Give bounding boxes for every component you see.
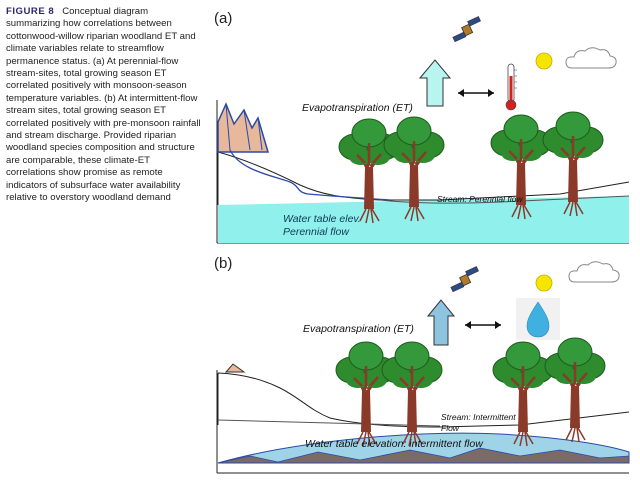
cloud-icon-a [565,47,617,69]
panel-a-label: (a) [214,10,232,27]
satellite-icon-b [450,266,479,293]
cloud-icon-b [568,261,620,283]
tree-icon-b4 [543,336,607,444]
caption-text: Conceptual diagram summarizing how corre… [6,6,201,204]
tree-icon-b1 [334,340,398,448]
satellite-icon-a [452,16,481,43]
stream-label-b2: Flow [441,423,460,433]
water-label-a1: Water table elev. [283,213,361,225]
water-label-b: Water table elevation: intermittent flow [305,438,484,450]
stream-label-b1: Stream: Intermittent [441,412,516,422]
bedrock-b [217,447,630,464]
mountain-icon-b [224,363,246,373]
sun-icon-b [535,274,553,292]
et-label-b: Evapotranspiration (ET) [303,323,414,335]
double-arrow-icon-b [465,321,501,329]
ground-surface-a [217,151,630,201]
panel-b: (b) Evapotranspiration (ET) Stream: Inte… [214,255,630,474]
panel-b-label: (b) [214,255,232,272]
up-arrow-icon-b [426,299,456,346]
panel-a: (a) Evapotranspiration (ET) Stream: Pere… [214,10,630,244]
water-label-a2: Perennial flow [283,226,350,238]
up-arrow-icon-a [418,59,452,107]
thermometer-icon-a [505,63,517,111]
double-arrow-icon-a [458,89,494,97]
et-label-a: Evapotranspiration (ET) [302,102,413,114]
mountain-icon-a [217,102,270,153]
stream-label-a: Stream: Perennial flow [437,194,523,204]
tree-icon-b2 [380,340,444,448]
stream-channel-a [229,149,391,201]
raindrop-icon-b [516,298,560,340]
figure-label: FIGURE 8 [6,6,55,17]
figure-caption: FIGURE 8 Conceptual diagram summarizing … [6,6,202,205]
tree-icon-b3 [491,340,555,448]
sun-icon-a [535,52,553,70]
